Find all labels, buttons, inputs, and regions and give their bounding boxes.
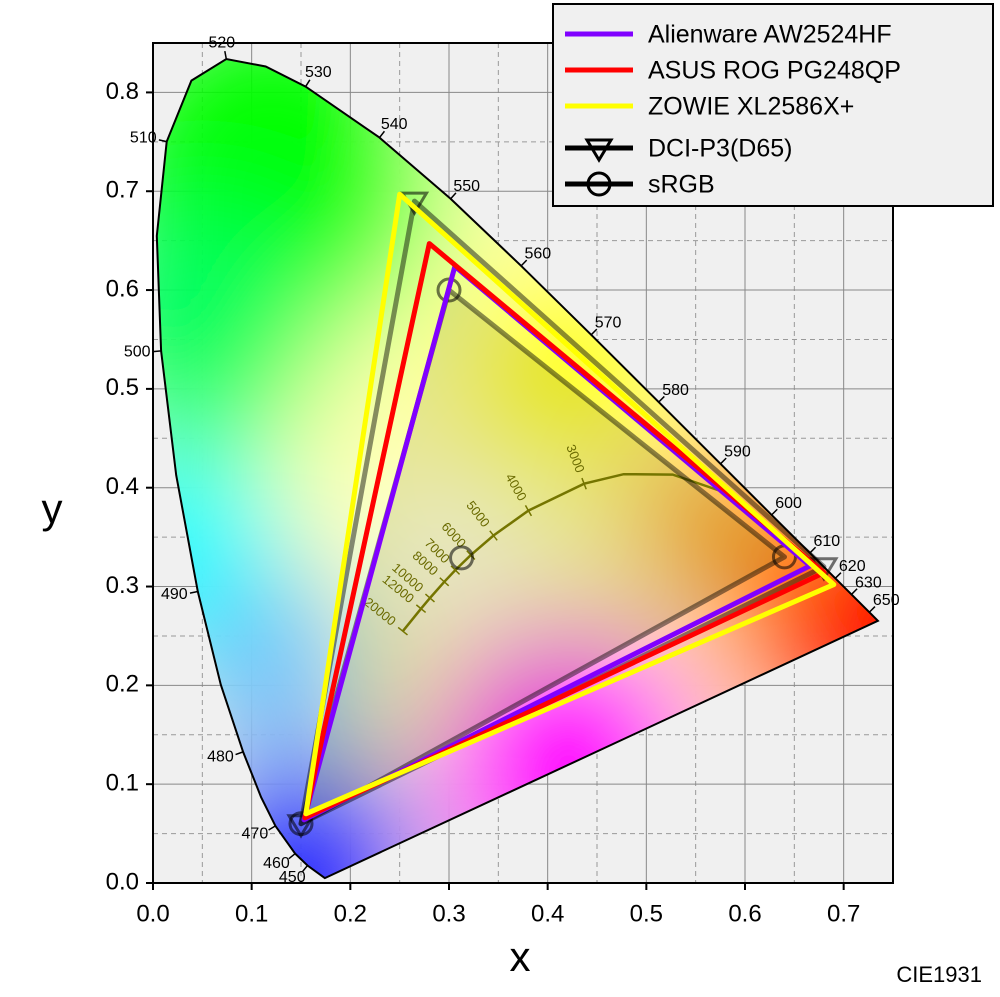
- x-axis-label: x: [510, 933, 531, 980]
- wavelength-label: 470: [242, 825, 269, 842]
- wavelength-tick: [288, 853, 296, 860]
- y-axis-label: y: [42, 485, 63, 532]
- marker-triangle: [286, 814, 316, 839]
- color-blob: [389, 496, 509, 617]
- x-tick-label: 0.1: [235, 900, 268, 927]
- y-tick-label: 0.3: [106, 572, 139, 599]
- y-tick-label: 0.2: [106, 671, 139, 698]
- wavelength-tick: [834, 572, 842, 579]
- x-tick-label: 0.2: [334, 900, 367, 927]
- wavelength-label: 600: [775, 495, 802, 512]
- wavelength-tick: [305, 79, 311, 87]
- wavelength-label: 540: [381, 116, 408, 133]
- wavelength-tick: [158, 139, 167, 143]
- cct-tick: [397, 626, 408, 636]
- x-tick-label: 0.4: [531, 900, 564, 927]
- wavelength-tick: [520, 259, 528, 267]
- wavelength-tick: [868, 606, 876, 613]
- x-tick-label: 0.5: [630, 900, 663, 927]
- marks: 4504604704804905005105205305405505605705…: [124, 35, 900, 887]
- gamut-triangle: [302, 241, 827, 821]
- y-tick-label: 0.1: [106, 770, 139, 797]
- x-tick-label: 0.3: [432, 900, 465, 927]
- wavelength-label: 500: [124, 343, 151, 360]
- wavelength-label: 620: [839, 558, 866, 575]
- legend-label: ASUS ROG PG248QP: [648, 57, 901, 85]
- wavelength-tick: [153, 350, 162, 353]
- white-point: [449, 545, 475, 571]
- wavelength-tick: [268, 825, 276, 831]
- wavelength-label: 590: [724, 444, 751, 461]
- wavelength-tick: [658, 395, 665, 403]
- marker-triangle: [584, 138, 614, 163]
- wavelength-tick: [809, 546, 817, 554]
- wavelength-label: 650: [873, 592, 900, 609]
- cct-tick: [581, 477, 587, 490]
- cct-tick: [424, 593, 435, 603]
- plot-frame: [152, 42, 894, 884]
- spectral-locus: [155, 57, 880, 880]
- y-tick-label: 0.4: [106, 473, 139, 500]
- marker-circle: [586, 171, 612, 197]
- cct-tick: [524, 505, 533, 517]
- wavelength-label: 560: [524, 246, 551, 263]
- y-tick-label: 0.8: [106, 78, 139, 105]
- legend-label: ZOWIE XL2586X+: [648, 93, 854, 121]
- wavelength-label: 490: [161, 586, 188, 603]
- x-tick-label: 0.6: [728, 900, 761, 927]
- wavelength-label: 460: [263, 855, 290, 872]
- x-tick-label: 0.0: [136, 900, 169, 927]
- wavelength-tick: [450, 192, 457, 200]
- legend-label: DCI-P3(D65): [648, 135, 792, 163]
- cct-tick: [439, 577, 450, 587]
- gamut-triangle: [303, 191, 837, 817]
- wavelength-tick: [378, 130, 386, 139]
- wavelength-label: 580: [662, 382, 689, 399]
- wavelength-label: 630: [855, 574, 882, 591]
- y-tick-label: 0.6: [106, 275, 139, 302]
- legend-label: Alienware AW2524HF: [648, 21, 892, 49]
- y-tick-label: 0.0: [106, 868, 139, 895]
- x-tick-label: 0.7: [827, 900, 860, 927]
- wavelength-label: 530: [305, 64, 332, 81]
- wavelength-tick: [590, 328, 598, 336]
- wavelength-tick: [850, 588, 858, 595]
- wavelength-tick: [235, 751, 244, 756]
- wavelength-label: 550: [453, 178, 480, 195]
- y-tick-label: 0.5: [106, 374, 139, 401]
- wavelength-tick: [301, 865, 309, 873]
- wavelength-label: 610: [814, 533, 841, 550]
- wavelength-label: 450: [279, 869, 306, 886]
- wavelength-label: 570: [595, 315, 622, 332]
- cct-tick: [489, 530, 498, 541]
- legend: Alienware AW2524HF ASUS ROG PG248QP ZOWIE …: [552, 3, 994, 207]
- corner-label: CIE1931: [896, 962, 982, 987]
- axes: 0.0 0.1 0.2 0.3 0.4 0.5 0.6 0.7 0.0 0.1 0.2 0.3 0.4 0…: [106, 78, 861, 928]
- wavelength-tick: [719, 457, 727, 465]
- color-blob: [156, 219, 323, 460]
- wavelength-label: 510: [130, 129, 157, 146]
- wavelength-label: 480: [207, 748, 234, 765]
- wavelength-tick: [224, 51, 228, 60]
- cct-tick: [450, 565, 461, 575]
- cct-tick: [415, 604, 427, 614]
- wavelength-tick: [771, 508, 778, 516]
- planckian-locus: [401, 472, 732, 632]
- legend-label: sRGB: [648, 171, 715, 199]
- y-tick-label: 0.7: [106, 177, 139, 204]
- wavelength-tick: [189, 590, 198, 594]
